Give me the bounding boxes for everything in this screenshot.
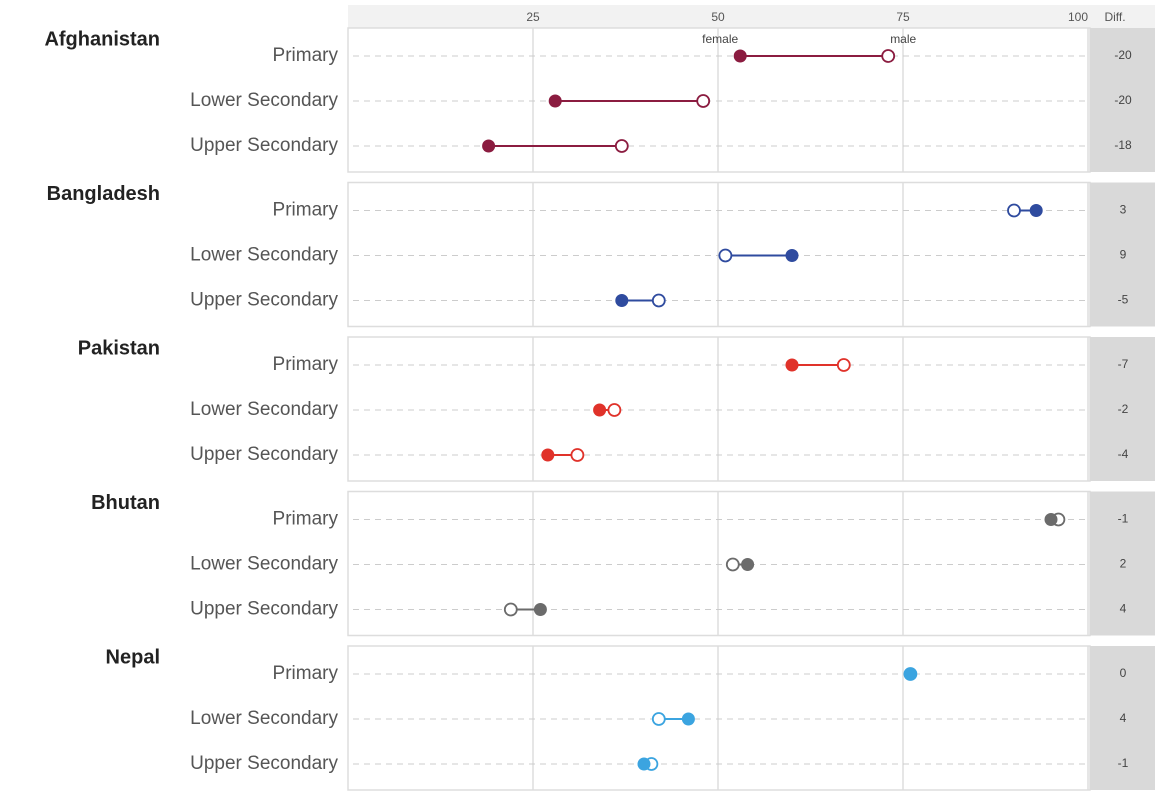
diff-column	[1090, 646, 1155, 790]
row-label: Primary	[273, 45, 339, 66]
row-label: Lower Secondary	[190, 399, 338, 420]
female-dot	[548, 94, 562, 108]
female-dot	[615, 294, 629, 307]
female-dot	[785, 249, 799, 262]
diff-value: -18	[1114, 138, 1132, 152]
row-label: Upper Secondary	[190, 753, 338, 774]
x-tick-label: 100	[1068, 10, 1088, 24]
male-dot	[836, 358, 851, 372]
panel	[347, 645, 1091, 791]
female-dot	[681, 712, 695, 726]
row-label: Lower Secondary	[190, 90, 338, 111]
row-label: Lower Secondary	[190, 245, 338, 266]
male-dot	[651, 293, 666, 308]
panel-title: Bhutan	[91, 492, 160, 514]
panel-title: Pakistan	[78, 337, 160, 359]
diff-value: 4	[1120, 602, 1127, 616]
diff-column	[1090, 491, 1155, 636]
diff-column	[1090, 182, 1155, 327]
diff-title: Diff.	[1104, 10, 1125, 24]
male-dot	[570, 448, 585, 462]
diff-value: 0	[1120, 666, 1127, 680]
x-tick-label: 25	[526, 10, 540, 24]
row-label: Primary	[273, 354, 339, 375]
diff-value: -1	[1118, 512, 1129, 526]
row-label: Upper Secondary	[190, 135, 338, 156]
row-label: Primary	[273, 663, 339, 684]
diff-column	[1090, 337, 1155, 481]
male-dot	[503, 602, 518, 617]
row-label: Lower Secondary	[190, 708, 338, 729]
diff-value: -5	[1118, 293, 1129, 307]
male-dot	[1007, 203, 1021, 218]
panel-title: Afghanistan	[44, 28, 160, 50]
row-label: Upper Secondary	[190, 290, 338, 311]
x-tick-label: 75	[896, 10, 910, 24]
male-dot	[696, 94, 711, 108]
diff-value: 4	[1120, 711, 1127, 725]
row-label: Upper Secondary	[190, 599, 338, 620]
female-annotation: female	[702, 32, 738, 46]
male-dot	[614, 139, 629, 153]
male-annotation: male	[890, 32, 916, 46]
panel	[347, 27, 1091, 173]
female-dot	[785, 358, 799, 372]
diff-value: -1	[1118, 756, 1129, 770]
diff-column	[1090, 28, 1155, 172]
male-dot	[881, 49, 896, 63]
diff-value: -4	[1118, 447, 1129, 461]
diff-value: -7	[1118, 357, 1129, 371]
panel	[347, 336, 1091, 482]
female-dot	[637, 757, 651, 771]
row-label: Primary	[273, 509, 339, 530]
female-dot	[541, 448, 555, 462]
panel	[347, 490, 1091, 637]
diff-value: -20	[1114, 48, 1132, 62]
row-label: Upper Secondary	[190, 444, 338, 465]
axis-header	[348, 5, 1155, 28]
diff-value: 3	[1120, 203, 1127, 217]
female-dot	[733, 49, 747, 63]
x-tick-label: 50	[711, 10, 725, 24]
male-dot	[725, 557, 740, 572]
female-dot	[1044, 513, 1058, 526]
female-dot	[1029, 204, 1043, 217]
panel-title: Nepal	[106, 646, 160, 668]
female-dot	[593, 403, 607, 417]
male-dot	[718, 248, 733, 263]
diff-value: -20	[1114, 93, 1132, 107]
female-dot	[741, 558, 755, 571]
panel-title: Bangladesh	[47, 183, 160, 205]
female-dot	[903, 667, 917, 681]
diff-value: -2	[1118, 402, 1129, 416]
row-label: Primary	[273, 200, 339, 221]
male-dot	[651, 712, 666, 726]
female-dot	[533, 603, 547, 616]
female-dot	[482, 139, 496, 153]
diff-value: 2	[1120, 557, 1127, 571]
row-label: Lower Secondary	[190, 554, 338, 575]
male-dot	[607, 403, 622, 417]
diff-value: 9	[1120, 248, 1127, 262]
